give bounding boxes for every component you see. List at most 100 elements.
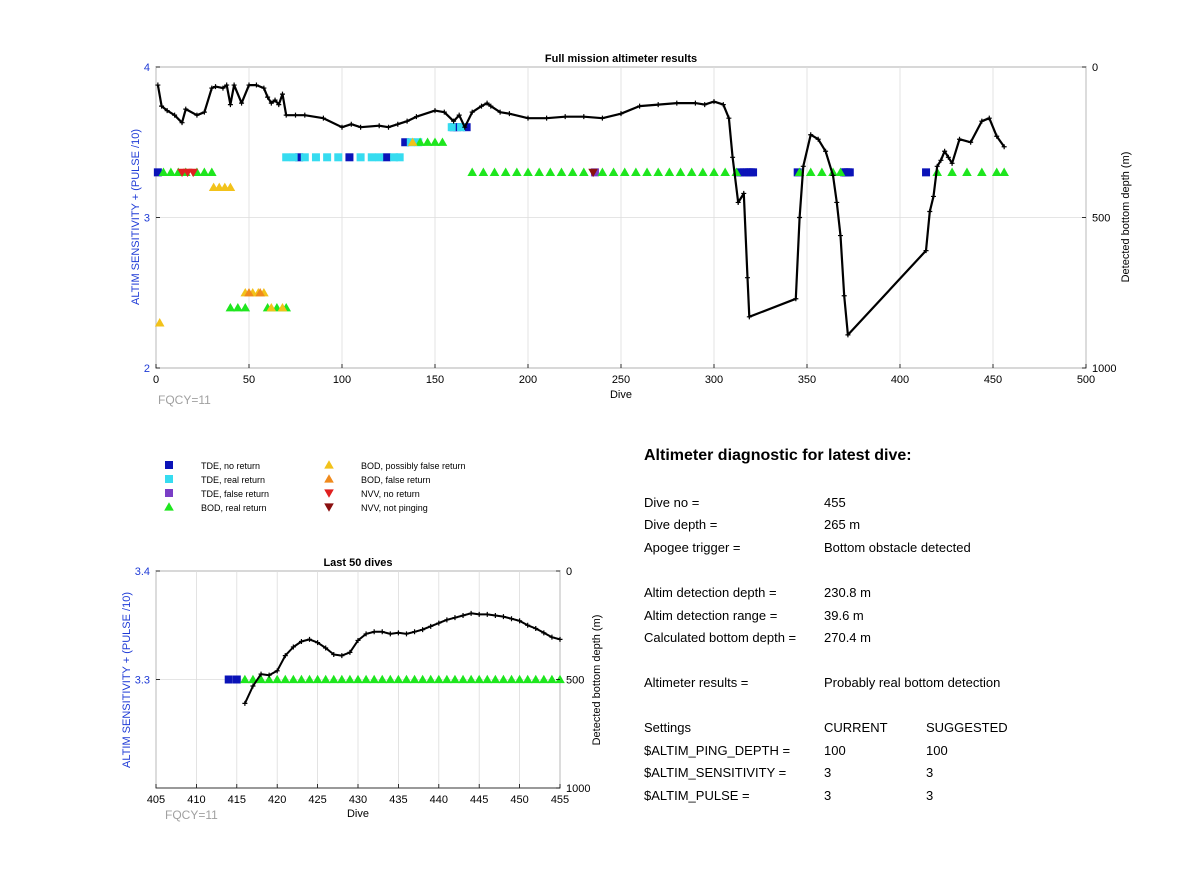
small-marker — [417, 674, 428, 684]
main-depth-point — [413, 114, 419, 120]
small-depth-point — [468, 610, 474, 616]
main-depth-point — [272, 97, 278, 103]
main-depth-point — [194, 112, 200, 118]
main-depth-point — [815, 136, 821, 142]
main-depth-point — [711, 99, 717, 105]
small-marker — [530, 674, 541, 684]
small-depth-point — [509, 616, 515, 622]
main-depth-point — [986, 115, 992, 121]
small-marker — [272, 674, 282, 684]
main-marker — [395, 153, 404, 162]
main-x-ticks: 0 50 100 150 200 250 300 350 400 450 500 — [153, 364, 1095, 386]
small-marker — [450, 674, 460, 684]
main-depth-point — [261, 85, 267, 91]
main-depth-point — [451, 118, 457, 124]
main-depth-point — [746, 314, 752, 320]
small-marker — [256, 674, 266, 684]
main-depth-point — [283, 112, 289, 118]
main-depth-line — [156, 83, 1006, 336]
main-y2-ticks: 0 500 1000 — [1082, 62, 1116, 375]
legend-item-nvv-no-return: NVV, no return — [324, 489, 420, 499]
settings-suggested: 3 — [926, 788, 934, 803]
main-x-tick-label: 150 — [426, 374, 444, 386]
main-depth-point — [525, 115, 531, 121]
small-series-bod-real-return — [240, 674, 565, 684]
legend-marker-tde-real-return — [165, 475, 173, 483]
settings-current: 100 — [824, 743, 846, 758]
small-depth-point — [476, 611, 482, 617]
small-chart: 405 410 415 420 425 430 435 440 445 450 455 3.4 3.3… — [121, 557, 603, 822]
small-ylabel-right: Detected bottom depth (m) — [591, 615, 603, 746]
diagnostic-title: Altimeter diagnostic for latest dive: — [644, 447, 912, 464]
main-depth-point — [968, 139, 974, 145]
main-marker — [323, 153, 332, 162]
small-ylabel-left: ALTIM SENSITIVITY + (PULSE /10) — [121, 592, 133, 768]
small-depth-point — [331, 652, 337, 658]
small-marker — [345, 674, 355, 684]
main-marker — [356, 153, 365, 162]
main-x-tick-label: 450 — [984, 374, 1002, 386]
main-marker — [266, 303, 277, 312]
small-marker — [320, 674, 331, 684]
legend-item-tde-real-return: TDE, real return — [165, 475, 265, 485]
diag-value: Bottom obstacle detected — [824, 540, 971, 555]
main-depth-point — [201, 109, 207, 115]
main-marker — [240, 303, 251, 312]
main-marker — [188, 168, 198, 178]
small-x-tick-label: 440 — [430, 794, 448, 806]
small-series — [224, 610, 565, 706]
legend-marker-bod-possibly-false-return — [324, 460, 334, 469]
small-x-tick-label: 425 — [308, 794, 326, 806]
legend-item-tde-false-return: TDE, false return — [165, 489, 269, 499]
main-y-tick-label: 4 — [144, 62, 150, 74]
main-marker — [653, 167, 663, 176]
main-depth-point — [581, 114, 587, 120]
diag-label: Altimeter results = — [644, 675, 749, 690]
main-marker — [631, 167, 641, 176]
small-y2-tick-label: 1000 — [566, 783, 590, 795]
main-title: Full mission altimeter results — [545, 53, 697, 65]
main-ylabel-right: Detected bottom depth (m) — [1120, 152, 1132, 283]
legend-label: BOD, false return — [361, 475, 431, 485]
main-depth-point — [231, 82, 237, 88]
small-marker — [547, 674, 557, 684]
main-marker — [817, 167, 827, 176]
main-marker — [664, 167, 675, 176]
main-y2-tick-label: 1000 — [1092, 363, 1116, 375]
main-marker — [579, 167, 589, 176]
small-depth-point — [420, 627, 426, 633]
main-y-ticks: 2 3 4 — [144, 62, 160, 375]
main-depth-point — [800, 163, 806, 169]
small-title: Last 50 dives — [323, 557, 392, 569]
main-marker — [512, 167, 522, 176]
main-marker — [588, 168, 598, 178]
small-y-ticks: 3.4 3.3 — [135, 566, 160, 687]
small-depth-point — [395, 630, 401, 636]
main-depth-point — [159, 103, 165, 109]
legend-label: TDE, real return — [201, 475, 265, 485]
main-chart: 0 50 100 150 200 250 300 350 400 450 500 234 05001… — [130, 53, 1132, 407]
small-depth-point — [315, 640, 321, 646]
diag-label: Calculated bottom depth = — [644, 630, 797, 645]
main-depth-point — [320, 115, 326, 121]
main-x-tick-label: 400 — [891, 374, 909, 386]
small-depth-point — [525, 622, 531, 628]
small-footnote: FQCY=11 — [165, 808, 218, 822]
legend-marker-tde-false-return — [165, 489, 173, 497]
main-depth-point — [268, 100, 274, 106]
main-y-tick-label: 3 — [144, 213, 150, 225]
main-marker — [977, 167, 987, 176]
small-marker — [490, 674, 501, 684]
main-series-bod-real-return — [158, 137, 1009, 312]
small-marker — [409, 674, 420, 684]
main-depth-point — [674, 100, 680, 106]
main-depth-point — [562, 114, 568, 120]
main-x-tick-label: 0 — [153, 374, 159, 386]
small-marker — [458, 674, 468, 684]
small-series-tde-no-return — [224, 675, 241, 684]
main-marker — [686, 167, 697, 176]
legend-marker-nvv-no-return — [324, 489, 334, 498]
main-marker — [709, 167, 719, 176]
main-marker — [619, 167, 630, 176]
